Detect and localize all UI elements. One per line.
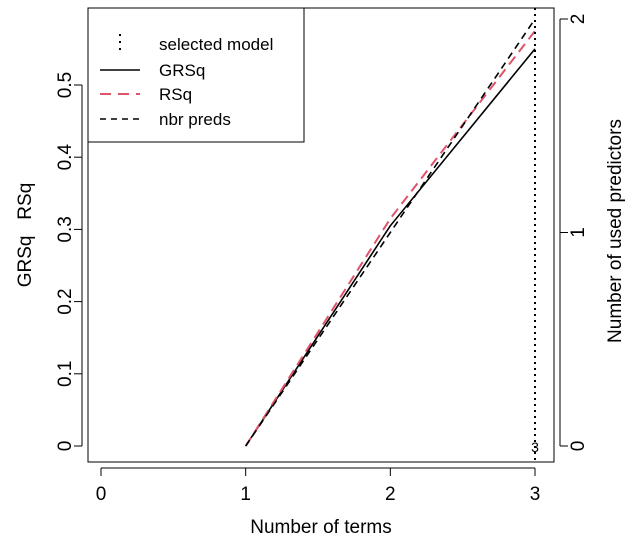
- y-right-tick-label: 0: [568, 441, 589, 452]
- y-axis-right-title: Number of used predictors: [605, 119, 626, 343]
- x-tick-label: 1: [240, 484, 251, 505]
- x-tick-label: 0: [96, 484, 107, 505]
- selected-model-label: 3: [531, 439, 539, 455]
- y-left-tick-label: 0.1: [55, 361, 76, 387]
- x-axis: 0 1 2 3: [96, 467, 541, 505]
- y-axis-left: 0 0.1 0.2 0.3 0.4 0.5: [55, 72, 83, 452]
- y-right-tick-label: 2: [568, 14, 589, 25]
- legend: selected model GRSq RSq nbr preds: [87, 7, 305, 143]
- x-tick-label: 2: [385, 484, 396, 505]
- legend-label: nbr preds: [159, 110, 231, 129]
- series-line-grsq: [245, 48, 536, 447]
- y-axis-left-title: GRSq RSq: [15, 183, 36, 288]
- y-right-tick-label: 1: [568, 227, 589, 238]
- y-left-tick-label: 0.4: [55, 144, 76, 171]
- y-left-tick-label: 0: [55, 441, 76, 452]
- series-group: [244, 18, 536, 447]
- legend-label: RSq: [159, 85, 192, 104]
- plot-frame: [87, 7, 555, 463]
- y-left-tick-label: 0.5: [55, 72, 76, 98]
- y-left-tick-label: 0.3: [55, 216, 76, 242]
- x-axis-title: Number of terms: [250, 517, 391, 538]
- legend-label: GRSq: [159, 61, 205, 80]
- legend-label: selected model: [159, 35, 273, 54]
- series-line-rsq: [244, 30, 536, 447]
- series-line-nbr-preds: [245, 18, 536, 447]
- y-left-tick-label: 0.2: [55, 288, 76, 314]
- x-tick-label: 3: [530, 484, 541, 505]
- y-axis-right: 0 1 2: [559, 14, 589, 452]
